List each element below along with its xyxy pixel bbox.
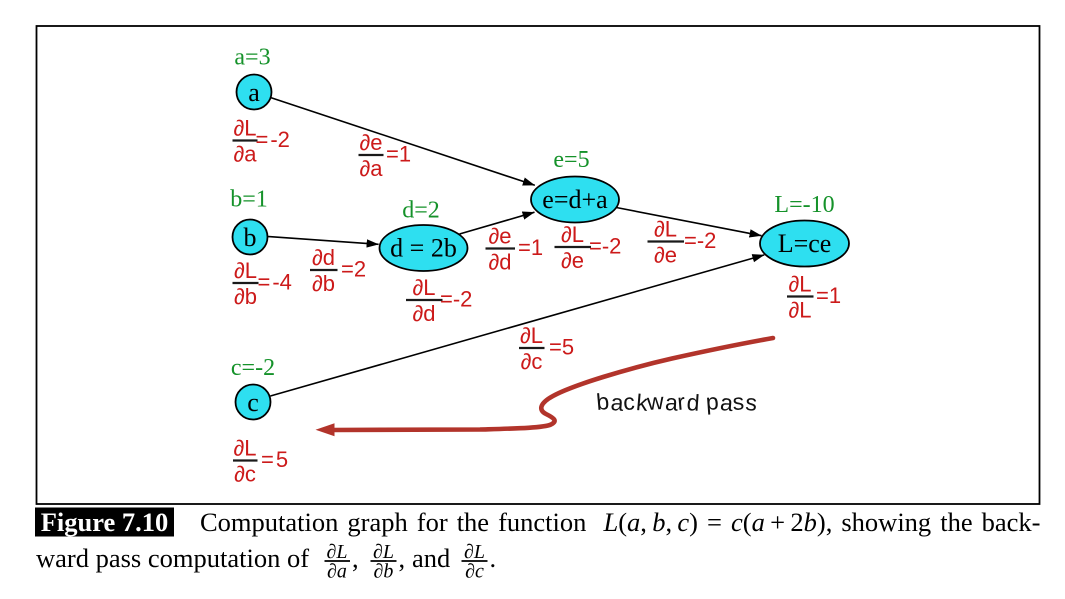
svg-text:∂c: ∂c bbox=[521, 349, 543, 374]
svg-text:∂L: ∂L bbox=[233, 116, 256, 141]
svg-text:b: b bbox=[244, 223, 257, 252]
svg-text:=-2: =-2 bbox=[440, 287, 472, 312]
svg-text:∂d: ∂d bbox=[488, 250, 511, 275]
svg-text:c=-2: c=-2 bbox=[231, 355, 275, 381]
svg-text:∂a: ∂a bbox=[327, 561, 347, 583]
svg-text:d=2: d=2 bbox=[402, 198, 440, 224]
svg-text:∂a: ∂a bbox=[233, 142, 257, 167]
svg-text:backward pass: backward pass bbox=[595, 388, 758, 416]
svg-text:Figure 7.10: Figure 7.10 bbox=[41, 507, 169, 537]
svg-text:∂d: ∂d bbox=[312, 245, 335, 270]
svg-text:∂c: ∂c bbox=[465, 561, 484, 583]
svg-text:d = 2b: d = 2b bbox=[390, 234, 457, 263]
svg-text:c: c bbox=[247, 388, 259, 417]
svg-text:∂e: ∂e bbox=[561, 248, 584, 273]
svg-text:=1: =1 bbox=[816, 283, 841, 308]
svg-text:∂b: ∂b bbox=[312, 271, 335, 296]
svg-text:∂L: ∂L bbox=[326, 541, 347, 563]
svg-text:.: . bbox=[490, 543, 497, 573]
svg-text:∂L: ∂L bbox=[788, 298, 811, 323]
svg-text:L=ce: L=ce bbox=[778, 229, 832, 258]
svg-text:∂L: ∂L bbox=[788, 272, 811, 297]
svg-text:and: and bbox=[412, 543, 450, 573]
svg-text:=-2: =-2 bbox=[256, 127, 290, 152]
svg-text:∂L: ∂L bbox=[654, 217, 677, 242]
svg-text:e=5: e=5 bbox=[553, 147, 589, 173]
svg-text:∂a: ∂a bbox=[359, 156, 383, 181]
svg-text:∂L: ∂L bbox=[561, 222, 584, 247]
svg-text:∂b: ∂b bbox=[374, 561, 394, 583]
svg-text:=-2: =-2 bbox=[589, 234, 621, 259]
svg-text:ward pass computation of: ward pass computation of bbox=[36, 543, 309, 573]
svg-text:∂L: ∂L bbox=[234, 258, 257, 283]
svg-text:=-4: =-4 bbox=[258, 270, 292, 295]
svg-text:∂d: ∂d bbox=[412, 301, 435, 326]
svg-text:∂L: ∂L bbox=[373, 541, 394, 563]
svg-text:=1: =1 bbox=[386, 142, 411, 167]
svg-text:a=3: a=3 bbox=[234, 45, 270, 71]
svg-text:b=1: b=1 bbox=[230, 187, 268, 213]
svg-text:∂L: ∂L bbox=[412, 275, 435, 300]
svg-text:∂e: ∂e bbox=[488, 224, 511, 249]
svg-text:=1: =1 bbox=[518, 235, 543, 260]
svg-text:∂e: ∂e bbox=[359, 130, 382, 155]
svg-text:a: a bbox=[248, 78, 260, 107]
svg-text:=-2: =-2 bbox=[684, 228, 716, 253]
svg-text:,: , bbox=[352, 543, 359, 573]
svg-text:=2: =2 bbox=[341, 257, 366, 282]
svg-text:∂e: ∂e bbox=[654, 243, 677, 268]
svg-text:Computation graph for the func: Computation graph for the function L(a, … bbox=[200, 507, 1040, 537]
svg-text:e=d+a: e=d+a bbox=[542, 185, 608, 214]
svg-text:∂c: ∂c bbox=[234, 462, 256, 487]
svg-text:∂L: ∂L bbox=[520, 323, 543, 348]
svg-text:∂L: ∂L bbox=[464, 541, 485, 563]
svg-text:∂b: ∂b bbox=[234, 284, 257, 309]
svg-text:∂L: ∂L bbox=[233, 436, 256, 461]
svg-text:L=-10: L=-10 bbox=[774, 192, 834, 218]
svg-text:,: , bbox=[399, 543, 406, 573]
svg-text:=5: =5 bbox=[549, 335, 574, 360]
